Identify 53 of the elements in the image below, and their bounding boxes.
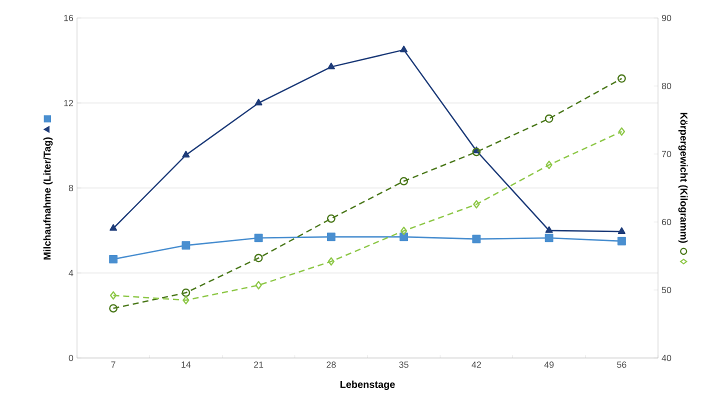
- point: [326, 214, 336, 223]
- point: [110, 291, 117, 300]
- x-tick-label: 35: [399, 362, 408, 368]
- y-tick-label: 12: [64, 100, 74, 106]
- y2-tick-label: 90: [662, 14, 672, 22]
- point: [400, 232, 408, 242]
- point: [182, 241, 190, 250]
- point: [400, 176, 408, 186]
- x-tick-label: 28: [326, 362, 336, 368]
- x-tick-label: 49: [544, 362, 554, 368]
- point: [110, 224, 118, 231]
- y-tick-label: 16: [64, 14, 74, 22]
- point: [544, 234, 554, 242]
- point: [182, 288, 190, 297]
- x-axis-title: Lebenstage: [340, 380, 395, 390]
- y-tick-label: 8: [68, 184, 74, 192]
- point: [472, 148, 481, 156]
- y-axis-title: Milchaufnahme (Liter/Tag): [43, 137, 53, 260]
- x-tick-label: 56: [617, 362, 626, 368]
- point: [617, 74, 626, 83]
- point: [472, 234, 481, 244]
- point: [545, 226, 553, 233]
- point: [618, 227, 626, 234]
- point: [617, 236, 626, 246]
- point: [400, 226, 408, 236]
- point: [618, 127, 626, 136]
- point: [327, 62, 335, 70]
- x-tick-label: 14: [182, 362, 191, 368]
- point: [254, 98, 262, 106]
- point: [182, 296, 190, 304]
- x-tick-label: 42: [472, 362, 481, 368]
- y2-tick-label: 70: [662, 150, 672, 158]
- y2-tick-label: 50: [662, 286, 672, 294]
- point: [400, 46, 408, 52]
- y2-tick-label: 40: [662, 354, 672, 362]
- point: [544, 114, 554, 123]
- y2-tick-label: 80: [662, 82, 672, 90]
- y-tick-label: 0: [68, 354, 74, 362]
- x-tick-label: 7: [111, 362, 116, 368]
- y2-tick-label: 60: [662, 218, 672, 226]
- point: [473, 200, 480, 209]
- point: [326, 232, 336, 242]
- point: [254, 234, 263, 242]
- point: [182, 150, 190, 158]
- point: [254, 254, 263, 262]
- point: [546, 160, 552, 170]
- y2-axis-title: Körpergewicht (Kilogramm): [678, 112, 688, 243]
- point: [328, 257, 335, 266]
- x-tick-label: 21: [254, 362, 264, 368]
- point: [109, 254, 118, 264]
- point: [255, 281, 262, 290]
- point: [109, 304, 118, 313]
- y-tick-label: 4: [68, 270, 74, 276]
